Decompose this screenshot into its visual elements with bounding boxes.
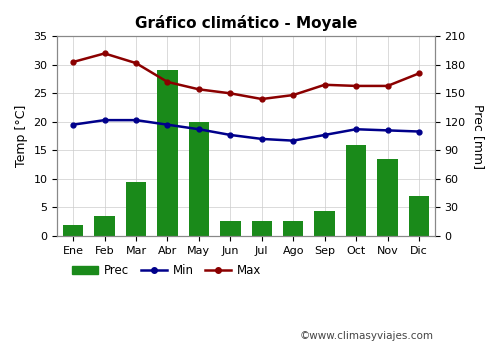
Text: ©www.climasyviajes.com: ©www.climasyviajes.com (300, 331, 434, 341)
Bar (188, 122, 209, 236)
Bar (346, 145, 366, 236)
Bar (94, 216, 115, 236)
Bar (409, 196, 429, 236)
Y-axis label: Temp [°C]: Temp [°C] (15, 105, 28, 167)
Bar (126, 182, 146, 236)
Bar (314, 211, 335, 236)
Legend: Prec, Min, Max: Prec, Min, Max (67, 259, 266, 282)
Bar (63, 225, 84, 236)
Bar (378, 159, 398, 236)
Bar (252, 220, 272, 236)
Y-axis label: Prec [mm]: Prec [mm] (472, 104, 485, 169)
Bar (220, 220, 240, 236)
Bar (157, 70, 178, 236)
Title: Gráfico climático - Moyale: Gráfico climático - Moyale (135, 15, 357, 31)
Bar (283, 220, 304, 236)
